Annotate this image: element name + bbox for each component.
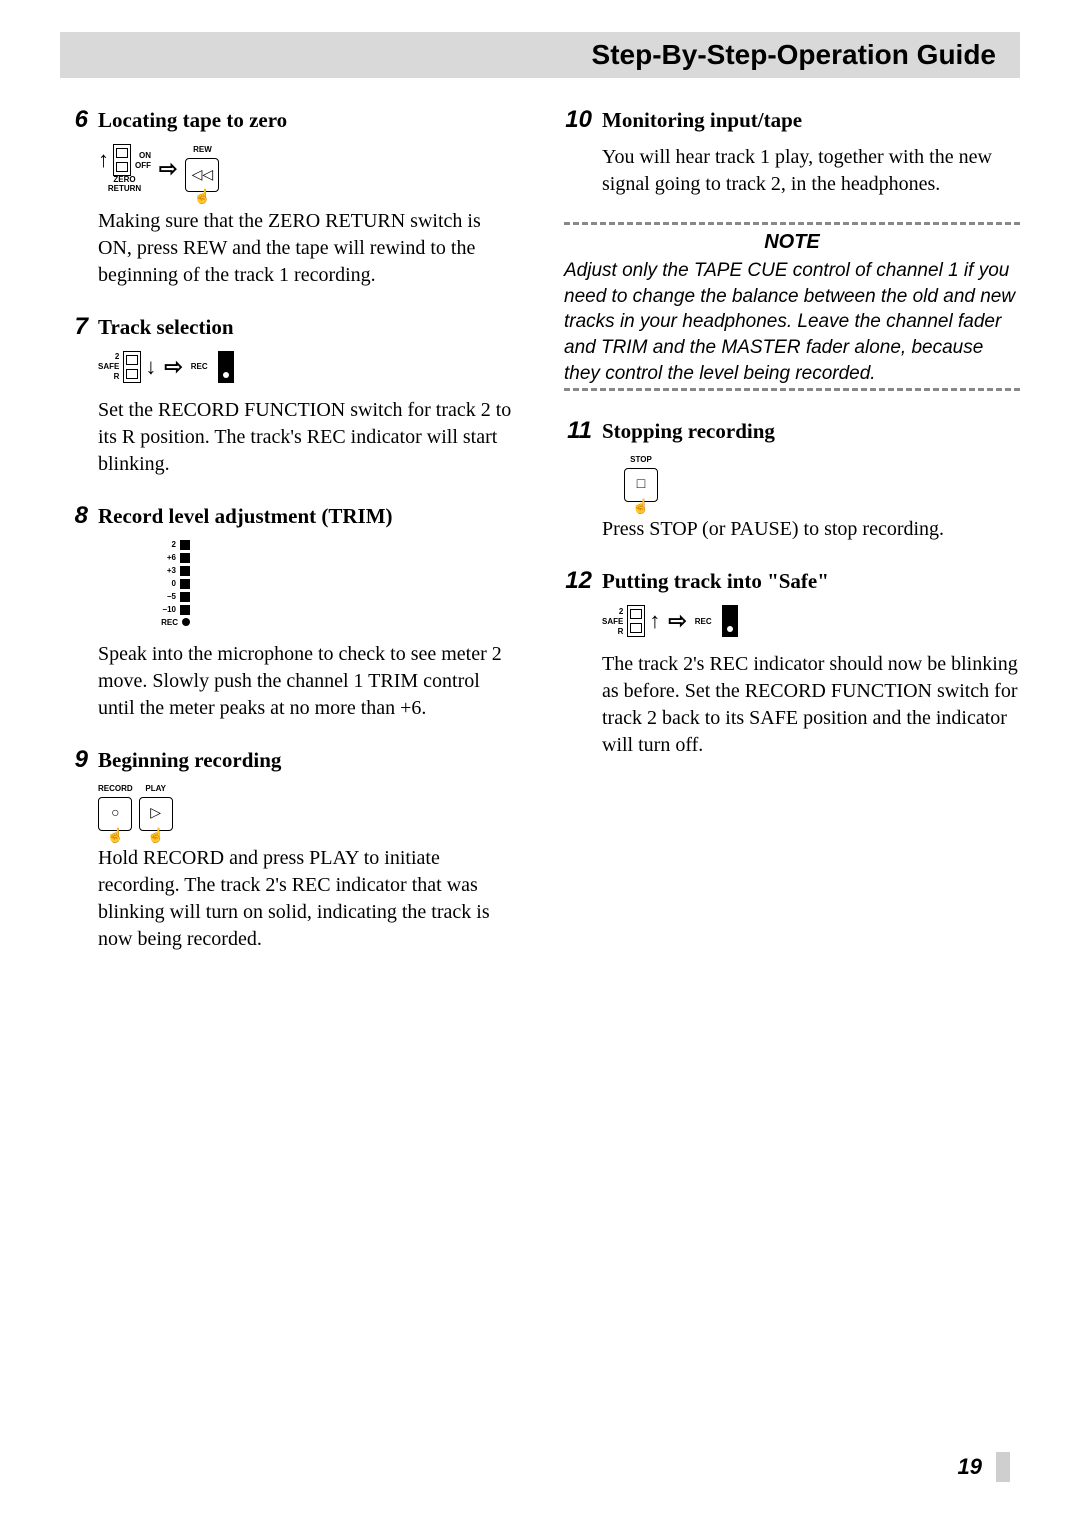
rew-label: REW bbox=[193, 145, 212, 154]
step-number: 6 bbox=[60, 106, 88, 134]
arrow-down-icon: ↓ bbox=[145, 354, 156, 380]
meter-label: +3 bbox=[158, 566, 176, 575]
on-label: ON bbox=[139, 151, 151, 160]
stop-icon: □ bbox=[637, 477, 645, 493]
switch-label: R bbox=[618, 627, 624, 636]
meter-label: REC bbox=[160, 618, 178, 627]
step-number: 12 bbox=[564, 567, 592, 595]
rec-indicator bbox=[218, 351, 234, 383]
stop-label: STOP bbox=[630, 455, 652, 464]
rewind-icon: ◁◁ bbox=[192, 167, 214, 184]
arrow-right-icon: ⇨ bbox=[164, 354, 182, 380]
switch-label: SAFE bbox=[98, 362, 119, 371]
step-number: 11 bbox=[564, 417, 592, 445]
meter-segment bbox=[180, 592, 190, 602]
header-title: Step-By-Step-Operation Guide bbox=[592, 39, 996, 71]
step-body: Hold RECORD and press PLAY to initiate r… bbox=[98, 845, 516, 953]
step-title: Monitoring input/tape bbox=[602, 108, 802, 133]
record-function-switch bbox=[123, 351, 141, 383]
right-column: 10 Monitoring input/tape You will hear t… bbox=[564, 106, 1020, 977]
off-label: OFF bbox=[135, 161, 151, 170]
arrow-up-icon: ↑ bbox=[98, 147, 109, 173]
meter-segment bbox=[182, 618, 190, 626]
diagram-zero-return: ↑ ON OFF ZERO RETURN ⇨ REW bbox=[98, 144, 516, 194]
step-body: Making sure that the ZERO RETURN switch … bbox=[98, 208, 516, 289]
play-icon: ▷ bbox=[150, 805, 161, 822]
step-body: You will hear track 1 play, together wit… bbox=[602, 144, 1020, 198]
arrow-up-icon: ↑ bbox=[649, 608, 660, 634]
meter-segment bbox=[180, 566, 190, 576]
meter-label: 0 bbox=[158, 579, 176, 588]
hand-icon: ☝ bbox=[147, 830, 164, 844]
step-title: Locating tape to zero bbox=[98, 108, 287, 133]
diagram-meter: 2 +6 +3 0 −5 −10 REC bbox=[98, 540, 516, 627]
zero-return-label: ZERO RETURN bbox=[108, 176, 141, 194]
step-body: Set the RECORD FUNCTION switch for track… bbox=[98, 397, 516, 478]
hand-icon: ☝ bbox=[632, 501, 649, 515]
step-body: Press STOP (or PAUSE) to stop recording. bbox=[602, 516, 1020, 543]
page-number-block: 19 bbox=[958, 1452, 1010, 1482]
note-body: Adjust only the TAPE CUE control of chan… bbox=[564, 258, 1020, 386]
play-button: ▷ ☝ bbox=[139, 797, 173, 831]
step-10: 10 Monitoring input/tape You will hear t… bbox=[564, 106, 1020, 198]
step-number: 10 bbox=[564, 106, 592, 134]
circle-icon: ○ bbox=[111, 806, 119, 822]
divider bbox=[564, 388, 1020, 391]
meter-segment bbox=[180, 553, 190, 563]
step-title: Stopping recording bbox=[602, 419, 775, 444]
meter-label: −10 bbox=[158, 605, 176, 614]
step-6: 6 Locating tape to zero ↑ ON OFF bbox=[60, 106, 516, 289]
hand-icon: ☝ bbox=[194, 191, 211, 205]
note-block: NOTE Adjust only the TAPE CUE control of… bbox=[564, 222, 1020, 391]
step-11: 11 Stopping recording STOP □ ☝ Press STO… bbox=[564, 417, 1020, 543]
step-body: The track 2's REC indicator should now b… bbox=[602, 651, 1020, 759]
rec-label: REC bbox=[191, 362, 208, 371]
step-title: Beginning recording bbox=[98, 748, 281, 773]
step-9: 9 Beginning recording RECORD ○ ☝ bbox=[60, 746, 516, 953]
diagram-safe: 2 SAFE R ↑ ⇨ REC bbox=[602, 605, 1020, 637]
page-tab bbox=[996, 1452, 1010, 1482]
zero-return-switch bbox=[113, 144, 131, 176]
step-number: 8 bbox=[60, 502, 88, 530]
step-8: 8 Record level adjustment (TRIM) 2 +6 +3… bbox=[60, 502, 516, 722]
diagram-track-select: 2 SAFE R ↓ ⇨ REC bbox=[98, 351, 516, 383]
rec-label: REC bbox=[695, 617, 712, 626]
step-title: Putting track into "Safe" bbox=[602, 569, 829, 594]
divider bbox=[564, 222, 1020, 225]
note-title: NOTE bbox=[564, 231, 1020, 254]
record-label: RECORD bbox=[98, 784, 133, 793]
meter-segment bbox=[180, 605, 190, 615]
hand-icon: ☝ bbox=[107, 830, 124, 844]
step-title: Record level adjustment (TRIM) bbox=[98, 504, 393, 529]
diagram-stop: STOP □ ☝ bbox=[624, 455, 1020, 502]
page-number: 19 bbox=[958, 1454, 982, 1480]
switch-label: R bbox=[114, 372, 120, 381]
switch-label: SAFE bbox=[602, 617, 623, 626]
record-function-switch bbox=[627, 605, 645, 637]
record-button: ○ ☝ bbox=[98, 797, 132, 831]
meter-segment bbox=[180, 579, 190, 589]
meter-label: −5 bbox=[158, 592, 176, 601]
rec-indicator-off bbox=[722, 605, 738, 637]
step-body: Speak into the microphone to check to se… bbox=[98, 641, 516, 722]
step-number: 7 bbox=[60, 313, 88, 341]
diagram-record-play: RECORD ○ ☝ PLAY ▷ ☝ bbox=[98, 784, 516, 831]
header-bar: Step-By-Step-Operation Guide bbox=[60, 32, 1020, 78]
stop-button: □ ☝ bbox=[624, 468, 658, 502]
rew-button: ◁◁ ☝ bbox=[185, 158, 219, 192]
arrow-right-icon: ⇨ bbox=[668, 608, 686, 634]
step-title: Track selection bbox=[98, 315, 234, 340]
step-12: 12 Putting track into "Safe" 2 SAFE R ↑ … bbox=[564, 567, 1020, 759]
arrow-right-icon: ⇨ bbox=[159, 156, 177, 182]
left-column: 6 Locating tape to zero ↑ ON OFF bbox=[60, 106, 516, 977]
meter-label: +6 bbox=[158, 553, 176, 562]
meter-segment bbox=[180, 540, 190, 550]
step-7: 7 Track selection 2 SAFE R ↓ ⇨ REC bbox=[60, 313, 516, 478]
switch-label: 2 bbox=[619, 607, 623, 616]
switch-label: 2 bbox=[115, 352, 119, 361]
meter-label: 2 bbox=[158, 540, 176, 549]
step-number: 9 bbox=[60, 746, 88, 774]
play-label: PLAY bbox=[145, 784, 166, 793]
